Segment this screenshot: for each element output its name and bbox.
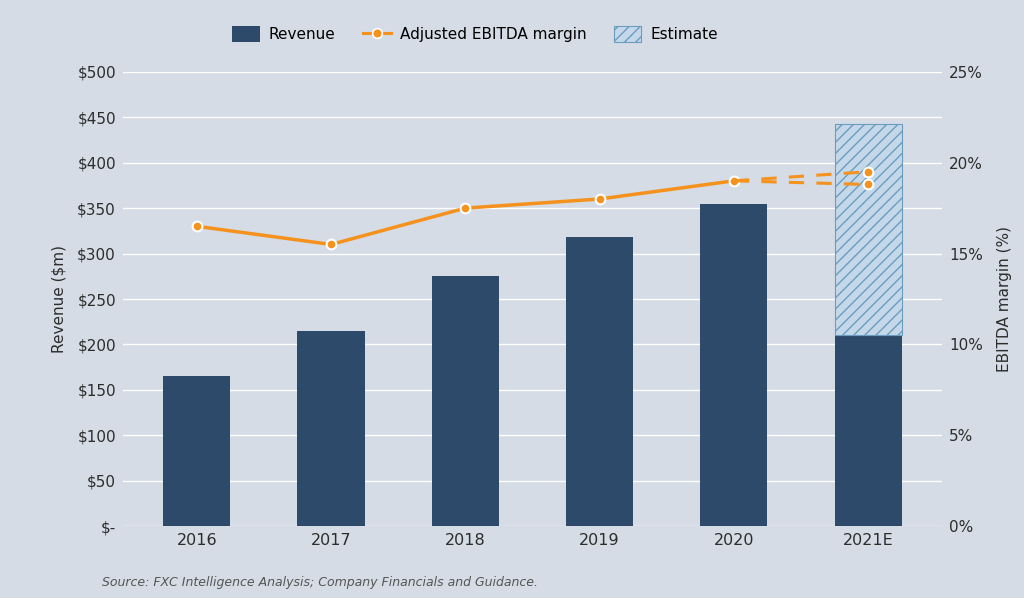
Bar xyxy=(297,331,365,526)
Legend: Revenue, Adjusted EBITDA margin, Estimate: Revenue, Adjusted EBITDA margin, Estimat… xyxy=(226,20,724,48)
Bar xyxy=(566,237,633,526)
Bar xyxy=(835,335,902,526)
Y-axis label: EBITDA margin (%): EBITDA margin (%) xyxy=(996,226,1012,372)
Bar xyxy=(835,124,902,335)
Text: Source: FXC Intelligence Analysis; Company Financials and Guidance.: Source: FXC Intelligence Analysis; Compa… xyxy=(102,576,539,589)
Bar xyxy=(163,376,230,526)
Bar xyxy=(432,276,499,526)
Bar xyxy=(700,203,768,526)
Y-axis label: Revenue ($m): Revenue ($m) xyxy=(51,245,67,353)
